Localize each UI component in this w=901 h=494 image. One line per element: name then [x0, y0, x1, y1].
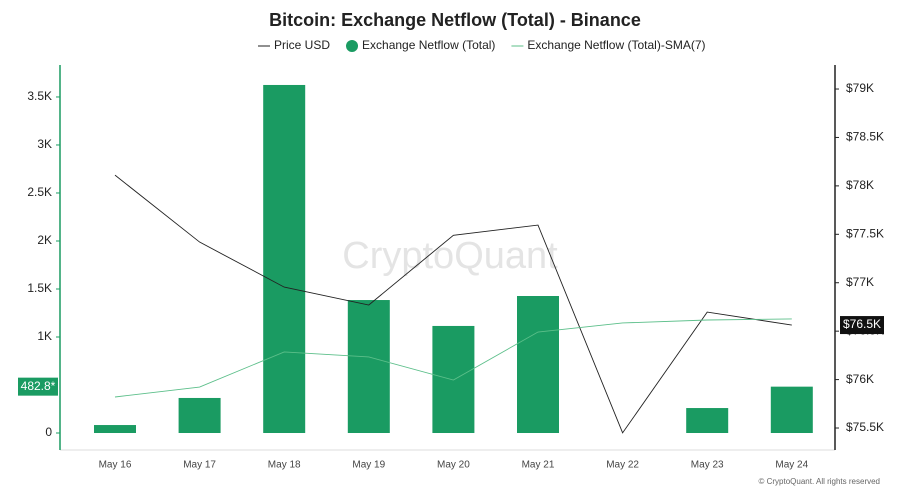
x-tick-label: May 17: [183, 460, 216, 471]
y2-tick-label: $79K: [846, 81, 874, 95]
bar: [432, 325, 475, 434]
x-tick-label: May 24: [775, 460, 808, 471]
y-tick-label: 0: [45, 425, 52, 439]
footer: © CryptoQuant. All rights reserved: [759, 477, 881, 486]
y-tick-label: 1K: [37, 329, 52, 343]
last-label: $76.5K: [843, 317, 881, 331]
bar: [347, 300, 390, 434]
y-tick-label: 3.5K: [27, 89, 52, 103]
line: [114, 174, 792, 434]
last-label-bg: [18, 377, 58, 396]
y-tick-label: 1.5K: [27, 281, 52, 295]
bar: [178, 397, 221, 434]
y-tick-label: 2.5K: [27, 185, 52, 199]
line: [114, 318, 792, 398]
bar: [263, 84, 306, 434]
x-tick-label: May 20: [437, 460, 470, 471]
x-tick-label: May 19: [352, 460, 385, 471]
chart-title: Bitcoin: Exchange Netflow (Total) - Bina…: [269, 10, 641, 30]
y-tick-label: 2K: [37, 233, 52, 247]
x-tick-label: May 16: [99, 460, 132, 471]
y2-tick-label: $77K: [846, 275, 874, 289]
x-tick-label: May 21: [522, 460, 555, 471]
legend-label: Price USD: [274, 38, 330, 52]
y2-tick-label: $78.5K: [846, 130, 884, 144]
watermark: CryptoQuant: [342, 235, 558, 277]
x-tick-label: May 22: [606, 460, 639, 471]
x-tick-label: May 23: [691, 460, 724, 471]
bar: [94, 425, 136, 434]
legend-label: Exchange Netflow (Total)-SMA(7): [527, 38, 705, 52]
bar: [517, 296, 559, 434]
bar: [770, 386, 813, 434]
y2-tick-label: $75.5K: [846, 420, 884, 434]
legend-label: Exchange Netflow (Total): [362, 38, 495, 52]
last-label: 482.8*: [21, 379, 56, 393]
x-tick-label: May 18: [268, 460, 301, 471]
legend-swatch: [346, 40, 359, 52]
y2-tick-label: $78K: [846, 178, 874, 192]
y2-tick-label: $76K: [846, 372, 874, 386]
last-label-bg: [840, 316, 884, 335]
y-tick-label: 3K: [37, 137, 52, 151]
bar: [686, 408, 729, 434]
y2-tick-label: $77.5K: [846, 226, 884, 240]
